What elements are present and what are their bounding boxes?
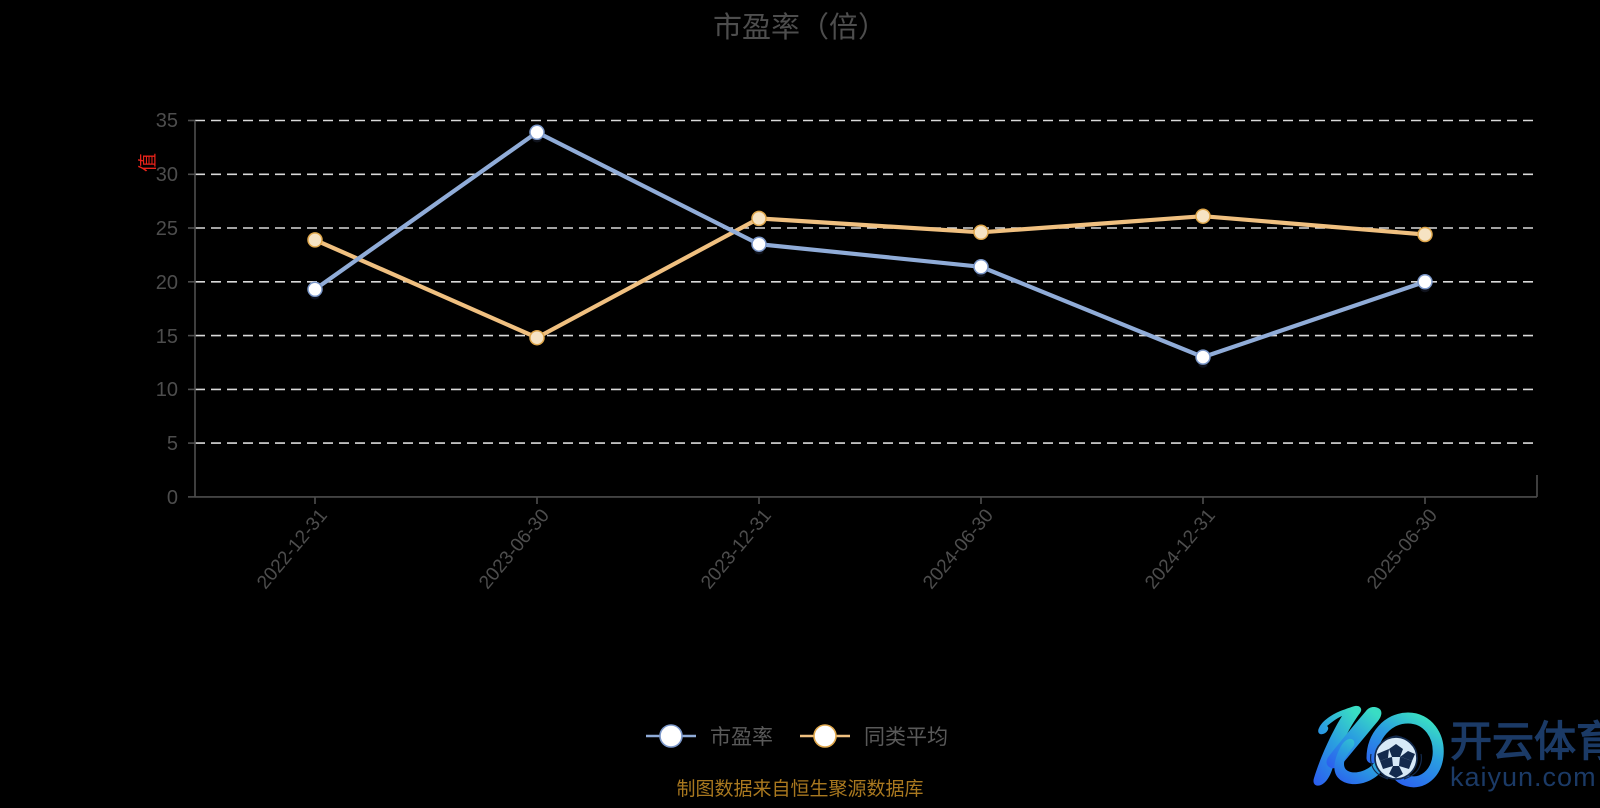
svg-text:25: 25 bbox=[156, 218, 178, 240]
svg-text:开云体育: 开云体育 bbox=[1450, 718, 1600, 765]
svg-text:2024-06-30: 2024-06-30 bbox=[919, 505, 998, 593]
svg-text:市盈率: 市盈率 bbox=[710, 726, 773, 749]
svg-text:0: 0 bbox=[167, 487, 178, 509]
svg-text:10: 10 bbox=[156, 379, 178, 401]
svg-text:kaiyun.com: kaiyun.com bbox=[1450, 762, 1597, 792]
svg-text:2023-06-30: 2023-06-30 bbox=[475, 505, 554, 593]
svg-text:5: 5 bbox=[167, 433, 178, 455]
svg-text:2024-12-31: 2024-12-31 bbox=[1141, 505, 1220, 593]
svg-text:30: 30 bbox=[156, 164, 178, 186]
svg-text:同类平均: 同类平均 bbox=[864, 726, 948, 749]
svg-text:15: 15 bbox=[156, 326, 178, 348]
svg-text:2025-06-30: 2025-06-30 bbox=[1363, 505, 1442, 593]
svg-text:20: 20 bbox=[156, 272, 178, 294]
svg-text:35: 35 bbox=[156, 110, 178, 132]
svg-text:2022-12-31: 2022-12-31 bbox=[253, 505, 332, 593]
svg-text:2023-12-31: 2023-12-31 bbox=[697, 505, 776, 593]
